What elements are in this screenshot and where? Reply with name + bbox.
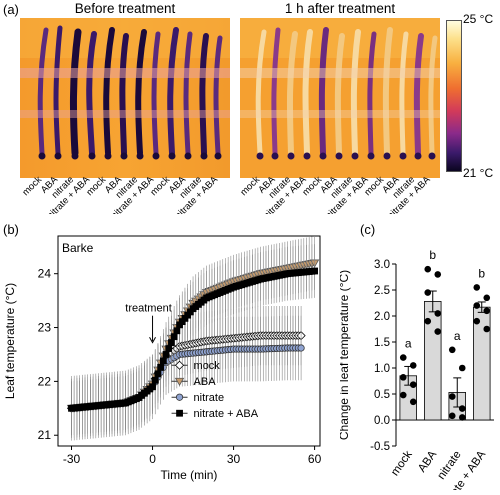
panel-c-label: (c) xyxy=(360,222,376,237)
thermal-before-svg xyxy=(20,18,230,178)
after-treatment-title: 1 h after treatment xyxy=(284,1,396,16)
y-axis-title: Leaf temperature (°C) xyxy=(3,283,17,399)
y-tick-label: 24 xyxy=(38,267,52,281)
legend-marker xyxy=(174,377,185,387)
replicate-point xyxy=(458,405,466,412)
data-point xyxy=(154,370,162,378)
replicate-point xyxy=(424,265,432,273)
y-tick-label: 23 xyxy=(38,321,52,335)
x-axis-title: Time (min) xyxy=(161,468,218,482)
y-tick-label: 2.0 xyxy=(374,311,390,323)
replicate-point xyxy=(424,317,432,325)
series-nitrate-aba xyxy=(68,244,318,436)
thermal-image-before xyxy=(20,18,230,178)
line-plot-frame xyxy=(57,235,321,447)
replicate-point xyxy=(448,393,456,400)
x-tick-label: 0 xyxy=(149,452,156,466)
legend-label: nitrate xyxy=(194,392,225,404)
y-tick-label: 21 xyxy=(38,428,52,442)
data-point xyxy=(170,333,178,341)
replicate-point xyxy=(458,364,466,372)
y-tick-label: 0.5 xyxy=(374,389,390,401)
replicate-point xyxy=(399,391,407,399)
x-tick-label: 30 xyxy=(227,452,241,466)
before-treatment-title: Before treatment xyxy=(74,1,176,16)
category-label: ABA xyxy=(416,449,439,475)
replicate-point xyxy=(399,374,407,381)
data-point xyxy=(151,376,159,384)
replicate-point xyxy=(434,310,442,317)
y-tick-label: 3.0 xyxy=(374,259,390,271)
temperature-change-bar-chart: -0.5 0.0 0.5 1.0 1.5 2.0 2.5 3.0 Change in leaf … xyxy=(340,248,494,490)
data-point xyxy=(149,383,156,391)
treatment-arrow-head xyxy=(149,336,156,344)
legend-marker xyxy=(175,393,184,401)
replicate-point xyxy=(409,381,417,388)
legend-marker xyxy=(176,409,183,417)
thermal-image-after xyxy=(240,18,440,178)
replicate-point xyxy=(483,307,491,315)
replicate-point xyxy=(434,328,442,335)
scale-min-label: 21 °C xyxy=(463,166,494,180)
temperature-color-scale xyxy=(446,20,462,172)
replicate-point xyxy=(448,346,456,354)
leaf-temperature-time-chart: 21 22 23 24 -30 0 30 60 Time (min) Leaf temperatu… xyxy=(3,235,322,482)
x-tick-label: 60 xyxy=(308,452,322,466)
x-tick-label: -30 xyxy=(63,452,81,466)
replicate-point xyxy=(409,398,417,406)
scale-max-label: 25 °C xyxy=(463,12,494,26)
replicate-point xyxy=(483,294,491,302)
replicate-point xyxy=(458,414,466,421)
y-tick-label: 22 xyxy=(38,374,52,388)
panel-a-label: (a) xyxy=(3,2,19,17)
series-mock xyxy=(66,306,306,438)
data-point xyxy=(297,344,305,352)
data-point xyxy=(168,339,175,347)
legend-label: mock xyxy=(194,360,221,372)
thermal-after-svg xyxy=(240,18,440,178)
replicate-point xyxy=(434,271,442,278)
replicate-point xyxy=(409,362,417,369)
significance-letter: b xyxy=(429,248,436,262)
y-axis-title: Change in leaf temperature (°C) xyxy=(340,270,351,440)
significance-letter: a xyxy=(405,337,412,351)
treatment-annotation: treatment xyxy=(125,302,171,314)
replicate-point xyxy=(483,325,491,333)
legend-label: ABA xyxy=(194,376,217,388)
significance-letter: b xyxy=(478,266,485,280)
y-tick-label: 1.0 xyxy=(374,363,390,375)
cultivar-label: Barke xyxy=(62,241,94,255)
data-point xyxy=(173,327,181,335)
y-tick-label: 1.5 xyxy=(374,337,390,349)
y-tick-label: 2.5 xyxy=(374,285,390,297)
line-chart-legend: mock ABA nitrate nitrate + ABA xyxy=(171,360,259,420)
replicate-point xyxy=(448,412,456,420)
y-tick-label: 0.0 xyxy=(374,415,390,427)
significance-letter: a xyxy=(454,329,461,343)
legend-marker xyxy=(174,360,185,370)
category-label: mock xyxy=(389,449,415,479)
y-tick-label: -0.5 xyxy=(370,441,390,453)
data-point xyxy=(162,351,170,358)
replicate-point xyxy=(424,289,432,296)
data-point xyxy=(159,357,167,365)
data-point xyxy=(165,345,173,352)
replicate-point xyxy=(473,284,481,291)
data-point xyxy=(311,267,318,275)
data-point xyxy=(157,363,165,371)
replicate-point xyxy=(399,354,407,361)
replicate-point xyxy=(473,302,481,309)
panel-b-label: (b) xyxy=(3,222,19,237)
replicate-point xyxy=(473,317,481,325)
legend-label: nitrate + ABA xyxy=(194,408,259,420)
